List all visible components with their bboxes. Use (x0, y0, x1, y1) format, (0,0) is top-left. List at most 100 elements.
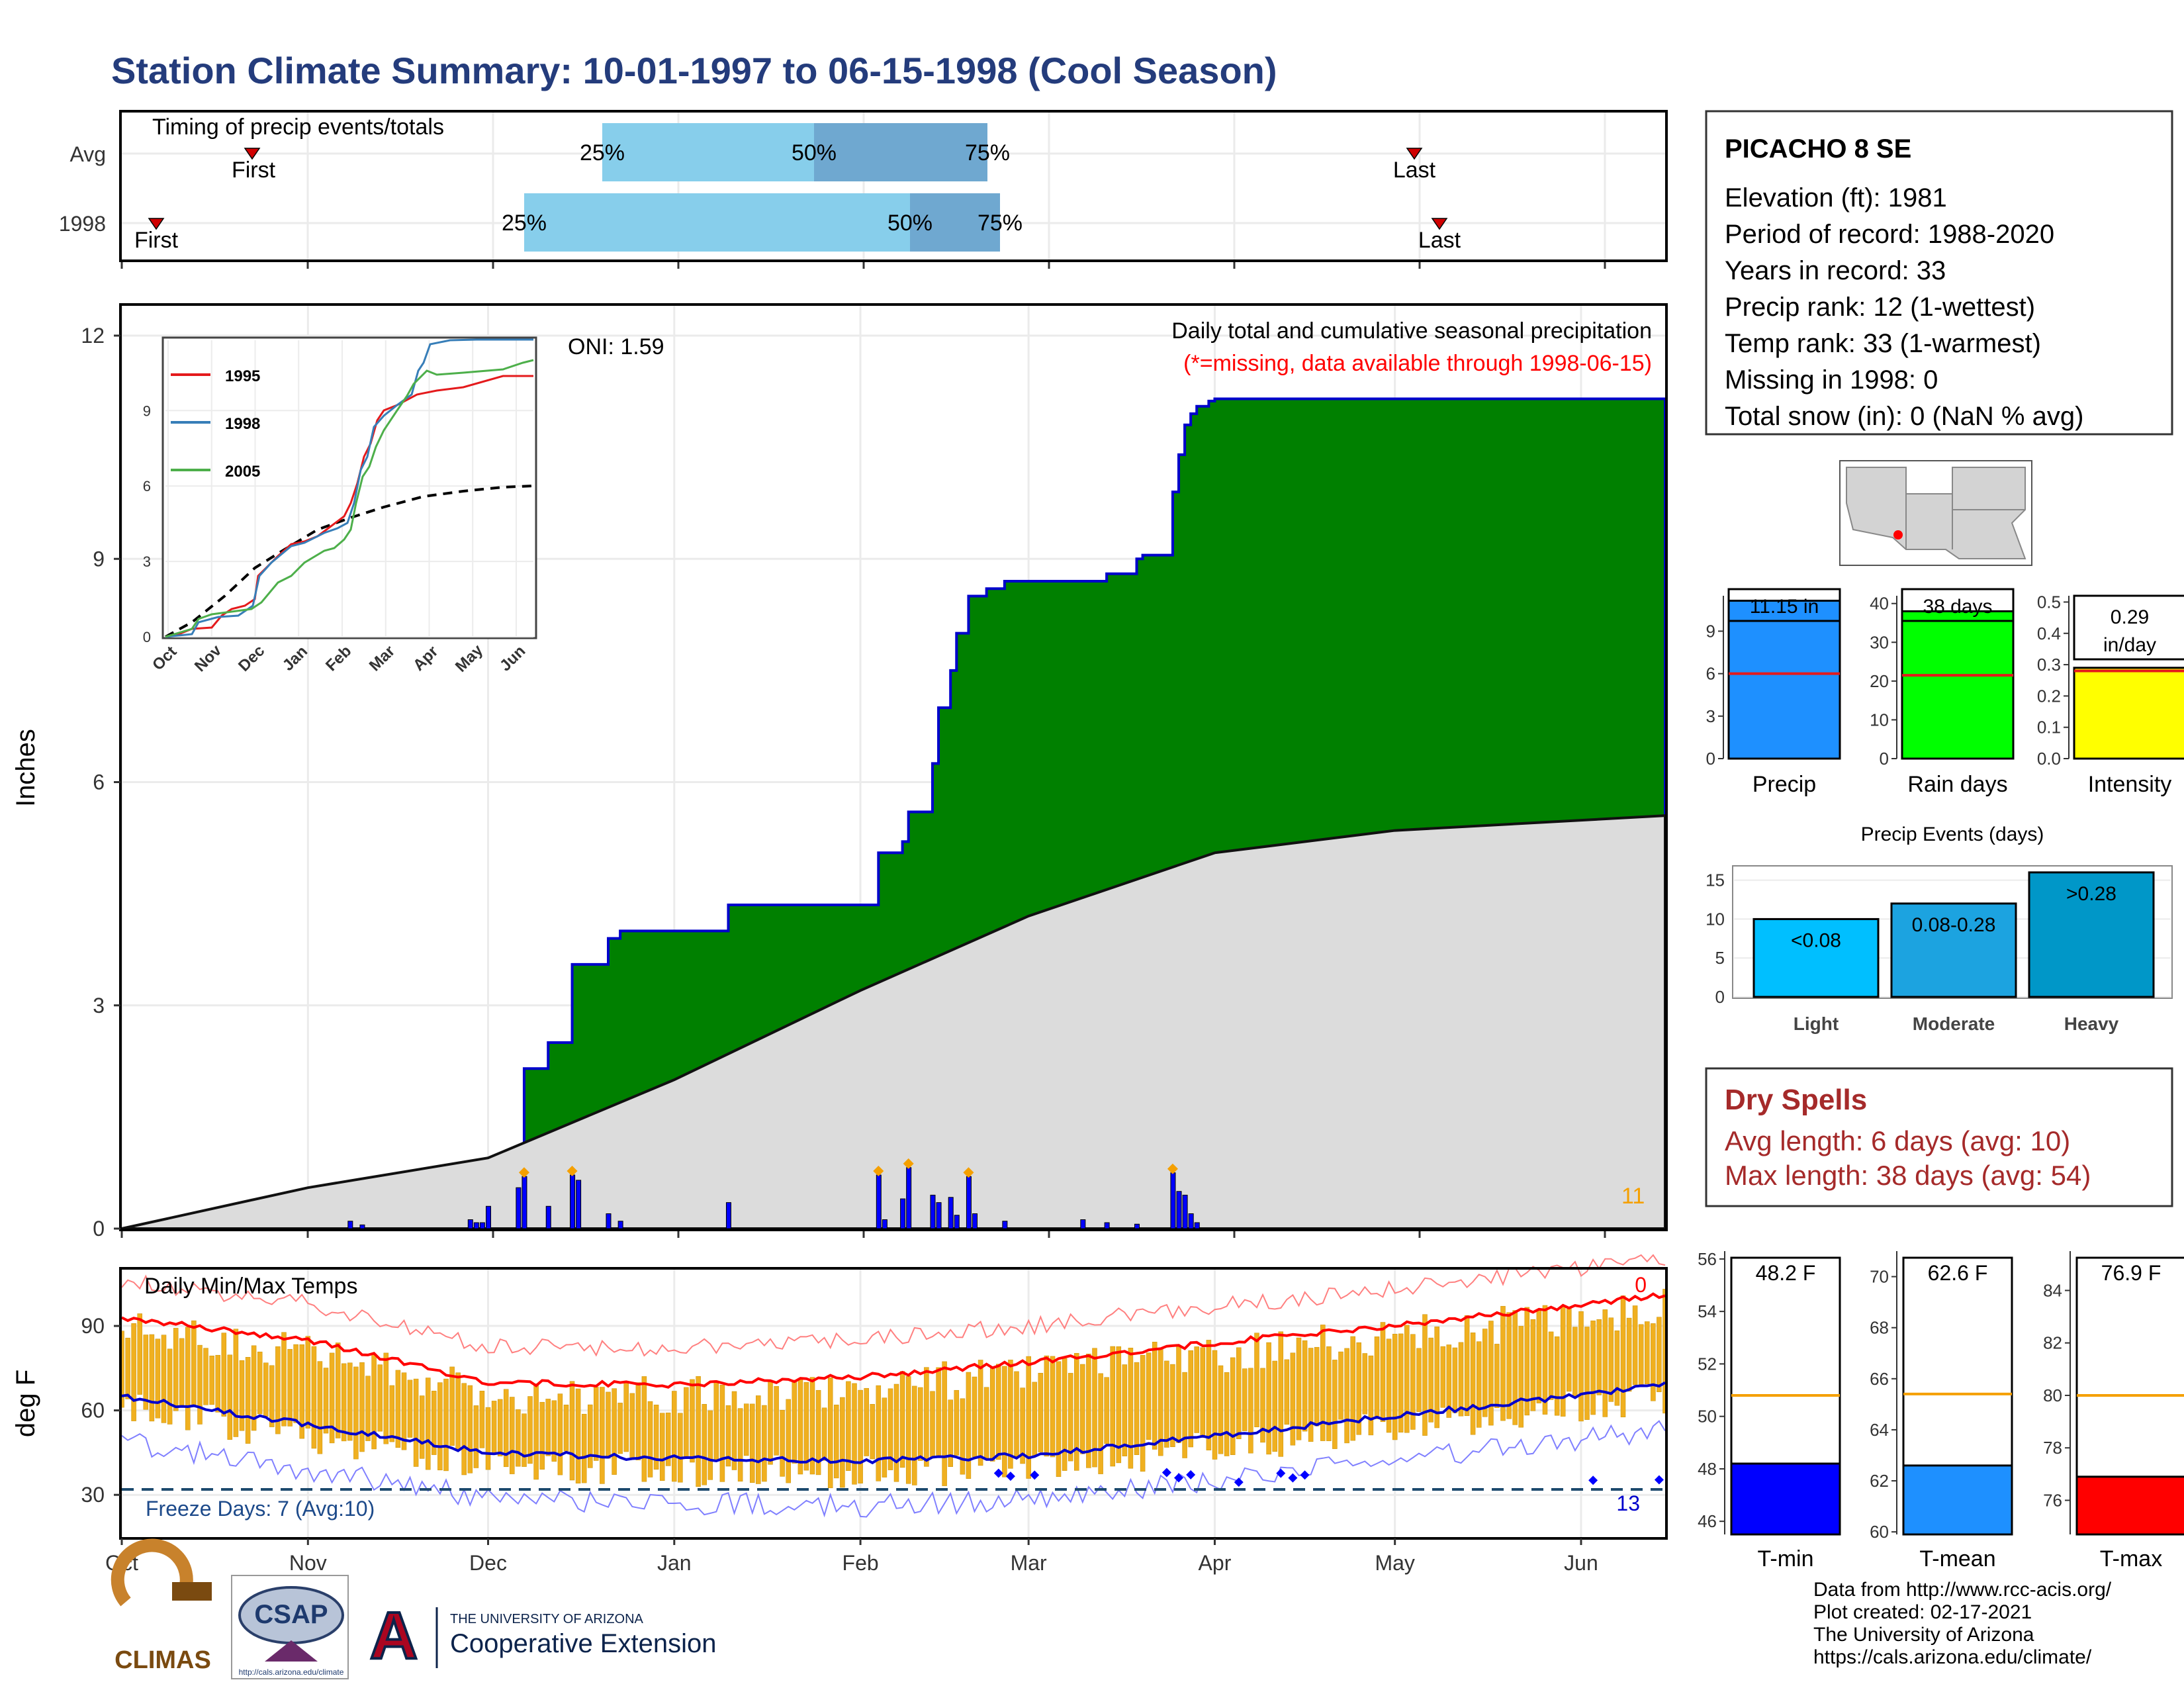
summary-ytick: 0.2 (2037, 686, 2061, 706)
temp-ytick: 30 (81, 1483, 105, 1507)
csap-logo: CSAP http://cals.arizona.edu/climate (231, 1575, 349, 1679)
daily-precip-bar (725, 1202, 731, 1229)
summary-ytick: 40 (1870, 594, 1889, 614)
temp-summary-bar (1902, 1464, 2013, 1536)
temp-summary-bar (2075, 1476, 2184, 1536)
daily-precip-bar (359, 1224, 365, 1229)
daily-precip-bar (936, 1202, 942, 1229)
inset-avg-line (165, 485, 534, 638)
timing-title: Timing of precip events/totals (152, 115, 444, 140)
daily-precip-bar (617, 1221, 623, 1229)
summary-ytick: 0 (1880, 749, 1889, 769)
daily-precip-bar (473, 1222, 479, 1229)
daily-precip-bar (1182, 1194, 1188, 1229)
last-marker-avg (1406, 148, 1423, 160)
summary-ytick: 0.4 (2037, 624, 2061, 643)
timing-avg-p75: 75% (965, 140, 1010, 165)
events-ytick: 10 (1706, 909, 1725, 929)
station-period: Period of record: 1988-2020 (1725, 220, 2054, 249)
freeze-day-marker (1161, 1468, 1171, 1477)
summary-label: Rain days (1907, 772, 2007, 797)
ua-bottom-text: Cooperative Extension (450, 1629, 716, 1658)
dry-spells-max: Max length: 38 days (avg: 54) (1725, 1160, 2091, 1191)
precip-xticks (120, 1231, 1606, 1238)
event-bar-label: >0.28 (2066, 883, 2116, 905)
last-label-1998: Last (1418, 228, 1461, 253)
climas-logo: CLIMAS (111, 1538, 212, 1674)
ua-cooperative-extension-logo: A THE UNIVERSITY OF ARIZONA Cooperative … (365, 1597, 716, 1674)
summary-bar (1901, 610, 2015, 760)
ua-top-text: THE UNIVERSITY OF ARIZONA (450, 1612, 644, 1626)
precip-ytick: 3 (93, 994, 105, 1017)
events-ytick: 0 (1715, 987, 1725, 1007)
timing-1998-q2q3 (910, 193, 1000, 252)
freeze-day-marker (1174, 1473, 1184, 1483)
missing-note: (*=missing, data available through 1998-… (1183, 351, 1652, 376)
temp-ylabel: deg F (11, 1370, 40, 1437)
timing-avg-q1q2 (602, 123, 814, 181)
summary-value: 11.15 in (1750, 596, 1819, 618)
oni-label: ONI: 1.59 (568, 334, 664, 359)
temp-summary-ytick: 48 (1698, 1459, 1717, 1479)
daily-precip-bar (516, 1187, 522, 1229)
daily-precip-bar (876, 1174, 882, 1229)
event-bar (2028, 871, 2155, 998)
first-marker-1998 (148, 218, 165, 230)
daily-precip-bar (1002, 1221, 1008, 1229)
temp-summary-ytick: 68 (1870, 1318, 1889, 1338)
temp-title: Daily Min/Max Temps (144, 1274, 357, 1299)
summary-value: 38 days (1923, 596, 1992, 618)
temp-summary-ytick: 80 (2043, 1385, 2062, 1405)
inset-legend: 1995 1998 2005 (171, 367, 260, 481)
precip-events-chart: Precip Events (days) <0.08 0.08-0.28 >0.28… (1706, 823, 2173, 1034)
inset-legend-label: 1995 (225, 367, 260, 385)
daily-precip-bar (1104, 1222, 1110, 1229)
station-location-dot (1893, 530, 1903, 539)
temp-summary-ytick: 52 (1698, 1354, 1717, 1374)
credits-block: Data from http://www.rcc-acis.org/ Plot … (1813, 1579, 2111, 1669)
event-category: Light (1794, 1013, 1839, 1034)
heavy-event-marker (518, 1167, 529, 1178)
month-axis: Oct Nov Dec Jan Feb Mar Apr May Jun (105, 1538, 1598, 1575)
precip-event-count: 11 (1621, 1184, 1645, 1209)
temp-summary-ytick: 70 (1870, 1267, 1889, 1287)
temp-summary-bar (1730, 1462, 1841, 1536)
daily-precip-bar (486, 1205, 492, 1229)
daily-precip-bar (966, 1176, 972, 1229)
temp-panel: Daily Min/Max Temps Freeze Days: 7 (Avg:… (11, 1254, 1668, 1575)
daily-precip-bar (900, 1198, 906, 1229)
daily-precip-bar (882, 1219, 887, 1229)
month-label: Mar (1011, 1551, 1047, 1575)
daily-precip-bar (347, 1221, 353, 1229)
temp-summary-ytick: 50 (1698, 1407, 1717, 1427)
locator-map (1839, 460, 2032, 566)
daily-precip-bar (1194, 1222, 1200, 1229)
inset-ytick: 9 (143, 402, 151, 419)
summary-ytick: 0.3 (2037, 655, 2061, 675)
timing-xticks (120, 262, 1606, 269)
precip-ytick: 0 (93, 1217, 105, 1241)
station-name: PICACHO 8 SE (1725, 134, 1911, 164)
freeze-day-markers (993, 1468, 1664, 1487)
summary-ytick: 9 (1706, 621, 1715, 641)
temp-summary-ytick: 46 (1698, 1511, 1717, 1531)
daily-precip-bar (570, 1174, 576, 1229)
temp-summary-ytick: 54 (1698, 1301, 1717, 1321)
daily-precip-bar (948, 1197, 954, 1229)
summary-ytick: 6 (1706, 664, 1715, 684)
event-category: Moderate (1913, 1013, 1995, 1034)
temp-summary-label: T-min (1758, 1546, 1814, 1571)
summary-label: Precip (1752, 772, 1816, 797)
temp-summary-ytick: 82 (2043, 1333, 2062, 1353)
precip-ytick: 9 (93, 547, 105, 571)
page-title: Station Climate Summary: 10-01-1997 to 0… (111, 50, 1277, 91)
daily-precip-bar (606, 1213, 612, 1229)
temp-summary-ytick: 66 (1870, 1369, 1889, 1389)
summary-ytick: 0.5 (2037, 592, 2061, 612)
temp-summary-ytick: 56 (1698, 1249, 1717, 1269)
daily-precip-bar (1170, 1172, 1176, 1229)
temp-summary-ytick: 78 (2043, 1438, 2062, 1458)
daily-precip-bar (1080, 1219, 1086, 1229)
freeze-days-label: Freeze Days: 7 (Avg:10) (146, 1497, 375, 1521)
event-bar (1752, 917, 1880, 998)
